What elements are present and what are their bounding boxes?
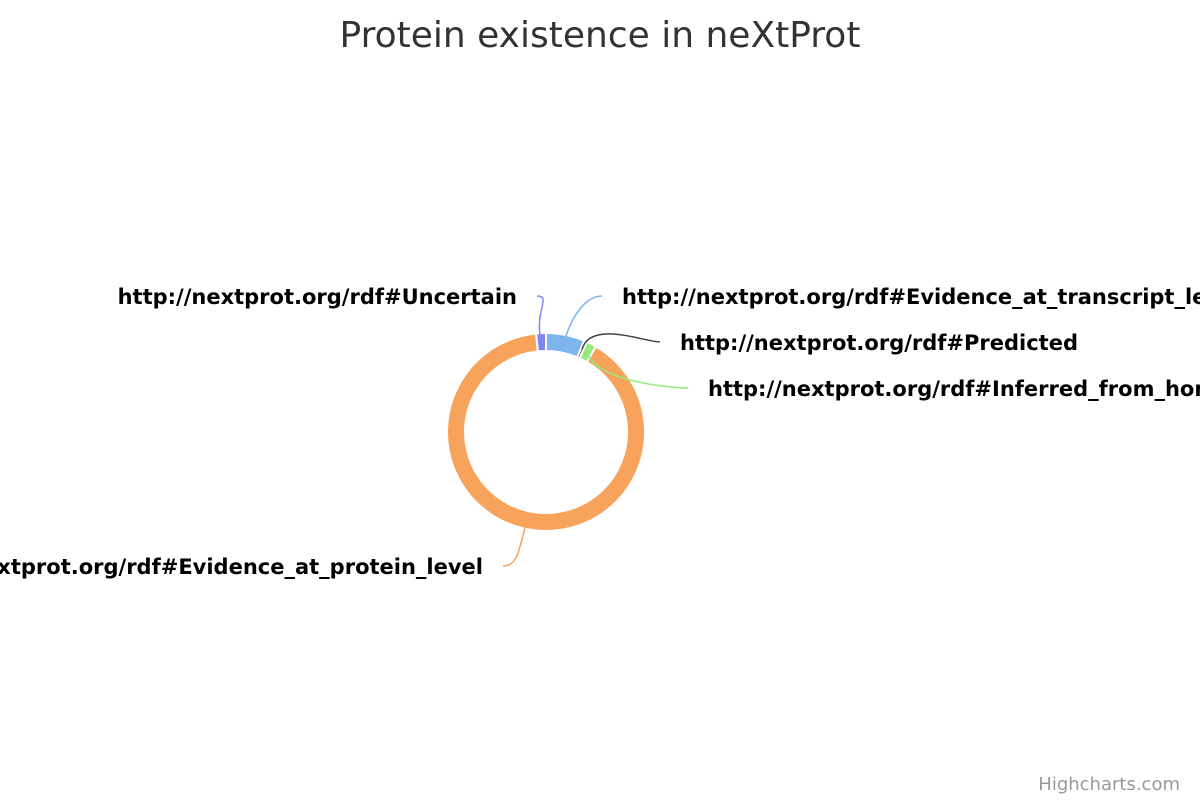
label-connector bbox=[502, 519, 528, 567]
labels-group: http://nextprot.org/rdf#Evidence_at_tran… bbox=[0, 285, 1200, 579]
slice-label: http://nextprot.org/rdf#Inferred_from_ho… bbox=[708, 377, 1200, 401]
connectors-group bbox=[502, 295, 689, 567]
credits-link[interactable]: Highcharts.com bbox=[1038, 774, 1180, 795]
chart-title: Protein existence in neXtProt bbox=[340, 15, 861, 56]
slice-label: http://nextprot.org/rdf#Predicted bbox=[680, 331, 1078, 355]
slice-label: http://nextprot.org/rdf#Uncertain bbox=[118, 285, 517, 309]
slice-label: http://nextprot.org/rdf#Evidence_at_prot… bbox=[0, 555, 483, 579]
label-connector bbox=[581, 333, 661, 350]
slice-label: http://nextprot.org/rdf#Evidence_at_tran… bbox=[622, 285, 1200, 309]
label-connector bbox=[562, 295, 603, 344]
label-connector bbox=[586, 351, 689, 389]
pie-slice[interactable] bbox=[446, 332, 646, 532]
label-connector bbox=[536, 295, 544, 343]
slices-group bbox=[446, 331, 646, 532]
